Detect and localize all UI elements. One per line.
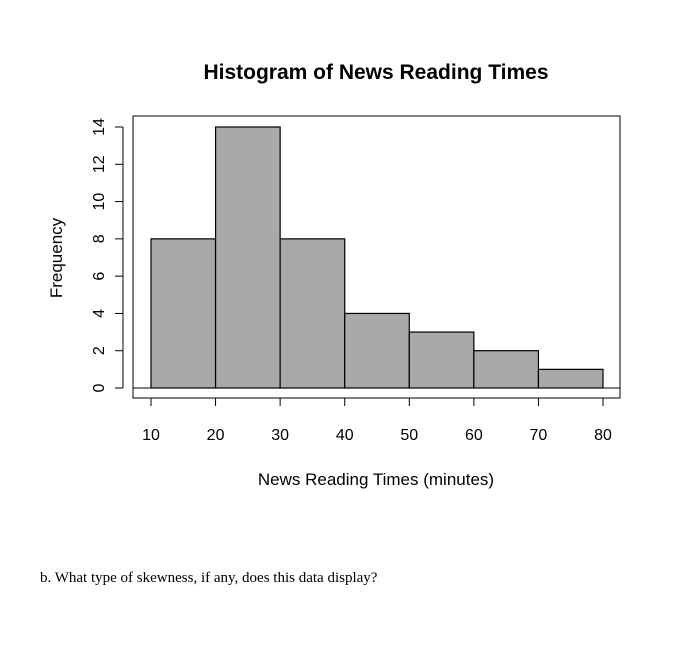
x-tick-label-40: 40 (336, 427, 354, 444)
histogram-bar-50-60 (408, 331, 475, 389)
question-text: b. What type of skewness, if any, does t… (40, 570, 378, 586)
y-tick-label-14: 14 (91, 118, 108, 136)
x-tick-label-20: 20 (207, 427, 225, 444)
histogram-bar-30-40 (279, 238, 346, 389)
histogram-bar-10-20 (150, 238, 217, 389)
y-tick-label-2: 2 (91, 346, 108, 355)
histogram-bar-20-30 (214, 126, 281, 389)
y-tick-label-4: 4 (91, 309, 108, 318)
x-tick-label-10: 10 (142, 427, 160, 444)
x-axis: 10 20 30 40 50 60 70 80 (142, 397, 612, 444)
histogram-bar-40-50 (344, 312, 410, 389)
histogram-bars (150, 126, 604, 389)
y-axis: 0 2 4 6 8 10 12 14 (91, 118, 124, 392)
x-tick-label-80: 80 (594, 427, 612, 444)
y-tick-label-12: 12 (91, 155, 108, 173)
y-tick-label-6: 6 (91, 272, 108, 281)
x-axis-label: News Reading Times (minutes) (258, 470, 494, 489)
x-tick-label-30: 30 (271, 427, 289, 444)
y-tick-label-10: 10 (91, 193, 108, 211)
histogram-bar-60-70 (473, 350, 540, 389)
histogram-chart: Histogram of News Reading Times 10 20 30 40… (47, 61, 621, 489)
x-tick-label-60: 60 (465, 427, 483, 444)
y-tick-label-8: 8 (91, 234, 108, 243)
x-tick-label-50: 50 (400, 427, 418, 444)
x-tick-label-70: 70 (530, 427, 548, 444)
y-axis-label: Frequency (47, 217, 66, 298)
histogram-bar-70-80 (537, 368, 604, 389)
y-tick-label-0: 0 (91, 383, 108, 392)
chart-title: Histogram of News Reading Times (203, 61, 548, 84)
